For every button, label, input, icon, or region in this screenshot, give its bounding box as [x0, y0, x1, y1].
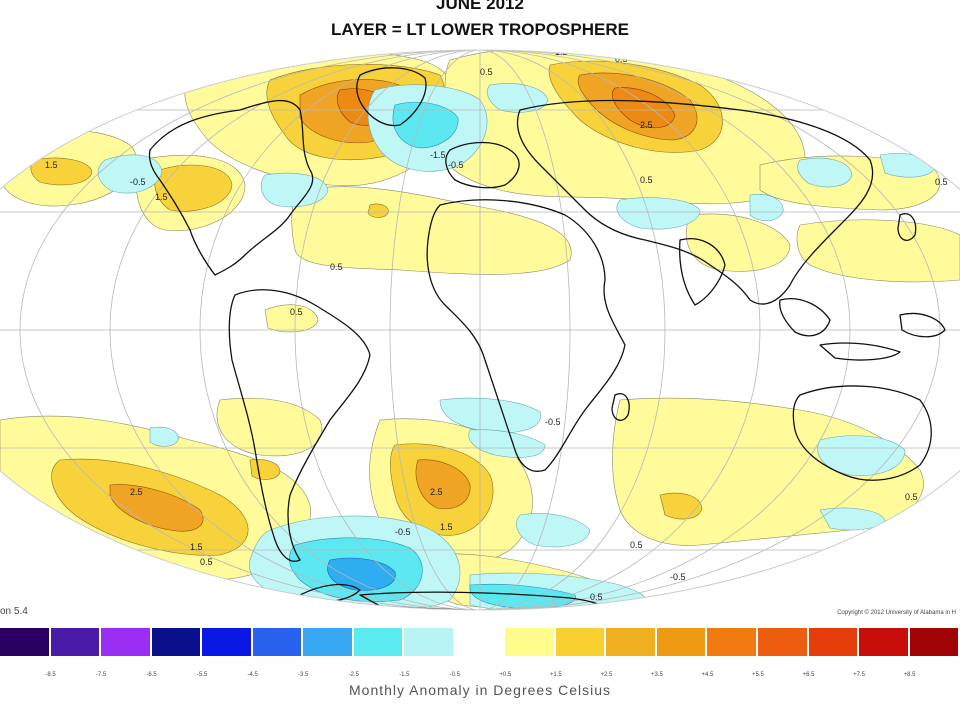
scale-swatch	[353, 628, 405, 656]
scale-swatch	[151, 628, 203, 656]
scale-tick-label: +3.5	[650, 672, 663, 678]
scale-swatch	[757, 628, 809, 656]
scale-tick-label: +8.5	[903, 672, 916, 678]
scale-swatch	[303, 628, 354, 656]
scale-tick-label: +2.5	[600, 672, 613, 678]
scale-tick-label: +1.5	[549, 672, 562, 678]
scale-tick-label: -4.5	[247, 672, 258, 678]
contour-label: -0.5	[545, 417, 561, 427]
contour-label: -0.5	[670, 572, 686, 582]
contour-label: 0.5	[480, 67, 493, 77]
map-subtitle: LAYER = LT LOWER TROPOSPHERE	[330, 20, 629, 39]
copyright-notice: Copyright © 2012 University of Alabama i…	[837, 610, 956, 616]
scale-swatch	[101, 628, 152, 656]
contour-label: 0.5	[200, 557, 213, 567]
contour-label: 0.5	[905, 492, 918, 502]
scale-caption: Monthly Anomaly in Degrees Celsius	[349, 682, 611, 698]
contour-label: -0.5	[130, 177, 146, 187]
scale-swatch	[859, 628, 910, 656]
scale-swatch	[707, 628, 758, 656]
scale-swatch	[202, 628, 253, 656]
scale-tick-label: +7.5	[853, 672, 865, 678]
contour-label: 1.5	[45, 160, 58, 170]
color-scale-bar	[0, 628, 960, 656]
version-label: on 5.4	[0, 606, 28, 617]
contour-label: 0.5	[930, 155, 943, 165]
scale-swatch	[808, 628, 860, 656]
scale-tick-label: +6.5	[802, 672, 815, 678]
contour-label: 2.5	[640, 120, 653, 130]
scale-tick-label: +0.5	[499, 672, 512, 678]
scale-tick-label: -8.5	[45, 672, 56, 678]
contour-label: 1.5	[440, 522, 453, 532]
contour-label: -0.5	[448, 160, 464, 170]
contour-label: 2.5	[430, 487, 443, 497]
strong-cool-regions	[327, 557, 396, 591]
contour-label: -0.5	[395, 527, 411, 537]
scale-tick-label: -0.5	[449, 672, 460, 678]
scale-tick-label: -7.5	[95, 672, 107, 678]
scale-swatch	[909, 628, 960, 656]
contour-label: 1.5	[555, 47, 568, 57]
scale-swatch	[505, 628, 556, 656]
contour-label: 0.5	[590, 592, 603, 602]
scale-tick-label: -6.5	[146, 672, 157, 678]
coastlines	[148, 67, 946, 610]
scale-tick-label: -3.5	[298, 672, 309, 678]
map-content: 0.51.50.50.52.5-1.5-0.51.5-0.51.50.50.50…	[0, 47, 960, 610]
globe-outline	[0, 49, 960, 611]
scale-swatch	[404, 628, 455, 656]
scale-swatch	[606, 628, 657, 656]
contour-label: -1.5	[430, 150, 446, 160]
contour-label: 0.5	[630, 540, 643, 550]
contour-label: 0.5	[255, 62, 268, 72]
contour-label: 0.5	[935, 177, 948, 187]
scale-tick-label: -5.5	[196, 672, 208, 678]
scale-tick-label: +5.5	[752, 672, 764, 678]
contour-label: 0.5	[330, 262, 343, 272]
contour-label: 0.5	[640, 175, 653, 185]
scale-swatch	[50, 628, 102, 656]
contour-label: 0.5	[290, 307, 303, 317]
scale-tick-label: +4.5	[701, 672, 714, 678]
scale-swatch	[555, 628, 607, 656]
scale-swatch	[252, 628, 304, 656]
scale-swatch	[0, 628, 51, 656]
contour-label: 2.5	[130, 487, 143, 497]
scale-swatch	[454, 628, 506, 656]
graticule	[0, 50, 960, 610]
scale-tick-label: -2.5	[348, 672, 359, 678]
color-scale-ticks: -8.5 -7.5 -6.5 -5.5 -4.5 -3.5 -2.5 -1.5 -0.5 +0.5…	[0, 672, 960, 678]
contour-label: 1.5	[190, 542, 203, 552]
map-title: JUNE 2012	[436, 0, 524, 13]
scale-swatch	[656, 628, 708, 656]
scale-tick-label: -1.5	[399, 672, 410, 678]
contour-label: 1.5	[155, 192, 168, 202]
